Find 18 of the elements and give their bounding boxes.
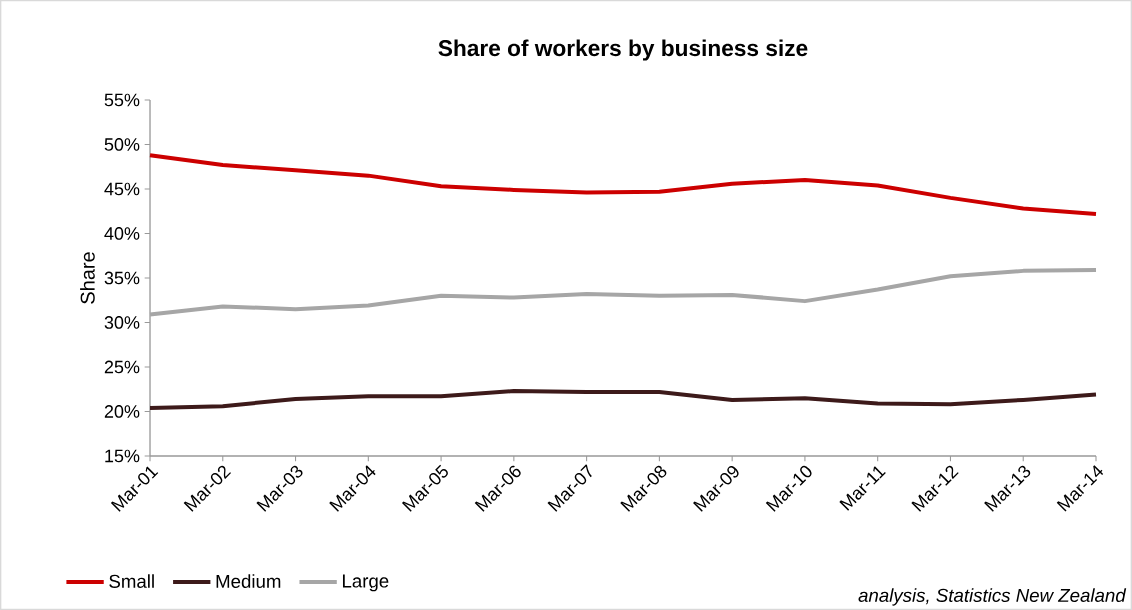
y-tick-label: 55% [104,93,140,107]
line-series [148,267,1098,317]
y-axis-title: Share [80,252,95,304]
y-tick-label: 45% [104,182,140,196]
y-tick-label: 40% [104,227,140,240]
y-tick-label: 25% [104,360,140,374]
legend-label: Small [109,574,154,588]
text: analysis, Statistics New Zealand [858,588,1127,606]
legend-label: Large [342,574,389,592]
y-tick-label: 20% [104,405,140,418]
legend-label: Medium [216,574,281,588]
y-tick-label: 30% [104,316,140,329]
y-tick-label: 50% [104,138,140,151]
chart-title: Share of workers by business size [438,39,808,61]
line-series [148,153,1098,216]
line-series [148,389,1098,410]
y-tick-label: 15% [105,449,140,463]
y-tick-label: 35% [104,271,140,285]
